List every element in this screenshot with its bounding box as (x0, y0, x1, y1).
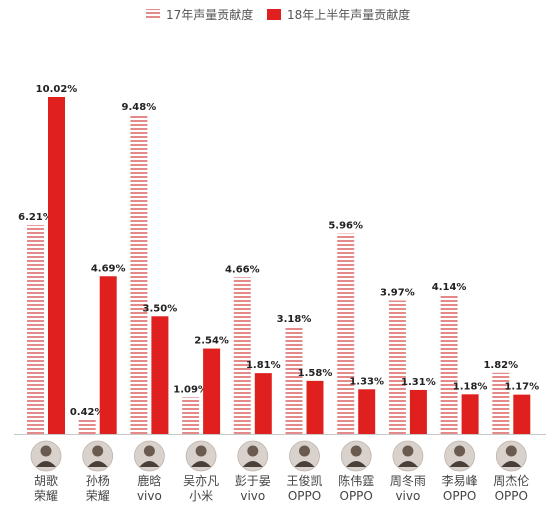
category-name-5: 彭于晏 (235, 474, 271, 488)
category-brand-2: 荣耀 (86, 489, 110, 503)
value-label-2017-10: 1.82% (483, 360, 518, 371)
avatar (185, 440, 217, 472)
bar-2017-6 (285, 327, 303, 434)
category-brand-1: 荣耀 (34, 489, 58, 503)
portrait-head (92, 445, 104, 457)
portrait-body (139, 461, 160, 467)
legend-label-1: 17年声量贡献度 (166, 7, 253, 22)
bar-2017-1 (27, 225, 44, 434)
value-label-2018h1-7: 1.33% (349, 376, 384, 387)
bar-2017-3 (130, 115, 148, 434)
category-brand-7: OPPO (340, 489, 373, 503)
value-label-2018h1-8: 1.31% (401, 377, 436, 388)
avatar (340, 440, 372, 472)
portrait-body (294, 461, 315, 467)
portrait-body (449, 461, 470, 467)
value-label-2017-5: 4.66% (225, 264, 260, 275)
category-brand-9: OPPO (443, 489, 476, 503)
value-label-2018h1-3: 3.50% (143, 303, 178, 314)
portrait-head (247, 445, 259, 457)
bar-2018h1-2 (99, 276, 117, 434)
value-label-2018h1-6: 1.58% (298, 368, 333, 379)
bar-2017-4 (182, 397, 200, 434)
avatar (133, 440, 165, 472)
category-brand-6: OPPO (288, 489, 321, 503)
bar-2017-2 (78, 419, 96, 434)
category-brand-10: OPPO (495, 489, 528, 503)
bar-2018h1-3 (151, 316, 169, 434)
category-name-1: 胡歌 (34, 473, 58, 488)
portrait-body (242, 461, 263, 467)
portrait-body (36, 461, 56, 467)
avatar (82, 440, 114, 472)
value-label-2017-8: 3.97% (380, 287, 415, 298)
bar-2018h1-6 (306, 380, 324, 434)
value-label-2017-4: 1.09% (173, 384, 208, 395)
value-label-2017-3: 9.48% (122, 102, 157, 113)
value-label-2018h1-5: 1.81% (246, 360, 281, 371)
value-label-2018h1-1: 10.02% (36, 84, 78, 95)
portrait-body (87, 461, 108, 467)
category-brand-4: 小米 (189, 489, 213, 503)
value-label-2017-6: 3.18% (277, 314, 312, 325)
value-label-2018h1-2: 4.69% (91, 263, 126, 274)
bar-2018h1-4 (203, 348, 221, 434)
legend-swatch-1 (146, 9, 160, 20)
bar-2018h1-5 (254, 373, 272, 434)
value-label-2017-9: 4.14% (432, 282, 467, 293)
bar-2018h1-7 (358, 389, 376, 434)
portrait-head (40, 445, 52, 457)
avatar (392, 440, 424, 472)
category-name-9: 李易峰 (442, 473, 478, 488)
category-brand-3: vivo (137, 489, 162, 503)
legend-label-2: 18年上半年声量贡献度 (287, 7, 410, 22)
category-labels: 胡歌荣耀孙杨荣耀鹿晗vivo吴亦凡小米彭于晏vivo王俊凯OPPO陈伟霆OPPO… (30, 440, 529, 503)
bar-2018h1-10 (513, 394, 531, 434)
portrait-head (143, 445, 155, 457)
avatar (444, 440, 476, 472)
avatar (237, 440, 269, 472)
portrait-body (346, 461, 367, 467)
value-label-2017-2: 0.42% (70, 407, 105, 418)
portrait-body (397, 461, 418, 467)
avatar (289, 440, 320, 472)
bar-2017-9 (440, 294, 458, 434)
category-name-3: 鹿晗 (137, 473, 161, 488)
category-name-10: 周杰伦 (493, 473, 529, 488)
value-label-2017-7: 5.96% (328, 221, 363, 232)
avatar (495, 440, 527, 472)
value-label-2017-1: 6.21% (18, 212, 53, 223)
value-label-2018h1-4: 2.54% (194, 336, 229, 347)
bar-2017-10 (492, 372, 510, 434)
category-name-4: 吴亦凡 (183, 473, 219, 488)
bar-2018h1-1 (48, 97, 65, 434)
bar-2017-7 (337, 233, 355, 434)
portrait-body (501, 461, 522, 467)
portrait-head (505, 445, 517, 457)
bar-2018h1-9 (461, 394, 479, 434)
value-label-2018h1-10: 1.17% (504, 382, 539, 393)
portrait-head (454, 445, 466, 457)
bars: 6.21% 10.02% 0.42% 4.69% 9.48% 3.50% 1.09% 2.54… (18, 84, 539, 434)
avatar (30, 440, 62, 472)
value-label-2018h1-9: 1.18% (453, 381, 488, 392)
bar-2018h1-8 (409, 389, 427, 434)
portrait-head (402, 445, 414, 457)
category-name-8: 周冬雨 (390, 473, 426, 488)
category-name-2: 孙杨 (86, 473, 110, 488)
category-name-7: 陈伟霆 (338, 473, 374, 488)
bar-2017-5 (233, 277, 251, 434)
bar-2017-8 (388, 300, 406, 434)
portrait-head (350, 445, 362, 457)
portrait-head (195, 445, 207, 457)
category-name-6: 王俊凯 (286, 473, 322, 488)
portrait-body (191, 461, 212, 467)
portrait-head (299, 445, 310, 457)
category-brand-8: vivo (395, 489, 420, 503)
legend-swatch-2 (267, 9, 281, 20)
legend: 17年声量贡献度 18年上半年声量贡献度 (146, 7, 410, 22)
category-brand-5: vivo (240, 489, 265, 503)
